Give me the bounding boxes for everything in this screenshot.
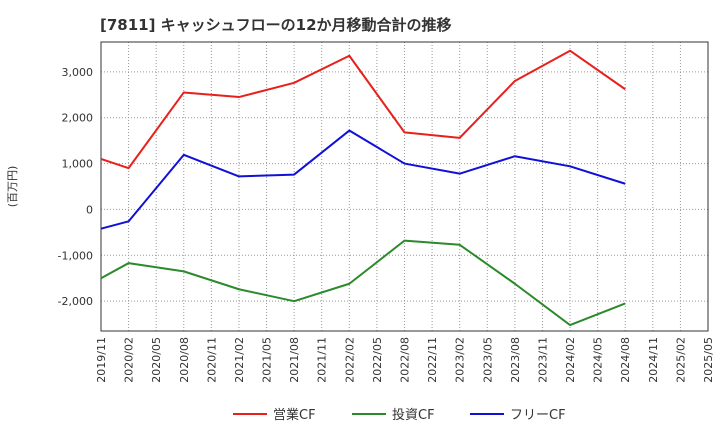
chart-title: [7811] キャッシュフローの12か月移動合計の推移 bbox=[100, 16, 452, 34]
x-tick-label: 2020/05 bbox=[150, 337, 163, 383]
y-tick-label: -1,000 bbox=[58, 249, 93, 262]
x-tick-label: 2021/08 bbox=[288, 337, 301, 383]
plot-frame bbox=[100, 41, 709, 332]
legend-label: フリーCF bbox=[510, 408, 566, 423]
x-tick-label: 2021/05 bbox=[261, 337, 274, 383]
x-tick-label: 2025/02 bbox=[674, 337, 687, 383]
legend-label: 営業CF bbox=[273, 407, 316, 423]
series-layer bbox=[100, 49, 626, 327]
y-axis-label: (百万円) bbox=[6, 166, 19, 208]
y-axis: 3,000 2,000 1,000 0 -1,000 -2,000 bbox=[58, 66, 93, 308]
x-tick-label: 2021/11 bbox=[316, 337, 329, 383]
x-tick-label: 2022/02 bbox=[343, 337, 356, 383]
x-tick-label: 2022/08 bbox=[399, 337, 412, 383]
legend: 営業CF 投資CF フリーCF bbox=[233, 407, 566, 423]
grid-lines bbox=[100, 42, 709, 331]
x-tick-label: 2019/11 bbox=[95, 337, 108, 383]
x-tick-label: 2024/05 bbox=[592, 337, 605, 383]
x-tick-label: 2022/05 bbox=[371, 337, 384, 383]
x-tick-label: 2024/02 bbox=[564, 337, 577, 383]
y-tick-label: 3,000 bbox=[62, 66, 94, 79]
x-tick-label: 2022/11 bbox=[426, 337, 439, 383]
y-tick-label: -2,000 bbox=[58, 295, 93, 308]
legend-label: 投資CF bbox=[392, 407, 435, 423]
y-tick-label: 0 bbox=[86, 203, 93, 216]
x-tick-label: 2020/08 bbox=[178, 337, 191, 383]
x-tick-label: 2023/05 bbox=[481, 337, 494, 383]
x-tick-label: 2024/11 bbox=[647, 337, 660, 383]
x-axis: 2019/11 2020/02 2020/05 2020/08 2020/11 2021/… bbox=[95, 337, 715, 383]
x-tick-label: 2021/02 bbox=[233, 337, 246, 383]
x-tick-label: 2024/08 bbox=[619, 337, 632, 383]
y-tick-label: 1,000 bbox=[62, 158, 94, 171]
series-line bbox=[100, 129, 626, 230]
x-tick-label: 2023/08 bbox=[509, 337, 522, 383]
x-tick-label: 2025/05 bbox=[702, 337, 715, 383]
x-tick-label: 2020/11 bbox=[205, 337, 218, 383]
series-line bbox=[100, 49, 626, 170]
y-tick-label: 2,000 bbox=[62, 112, 94, 125]
x-tick-label: 2020/02 bbox=[123, 337, 136, 383]
x-tick-label: 2023/02 bbox=[454, 337, 467, 383]
x-tick-label: 2023/11 bbox=[536, 337, 549, 383]
series-line bbox=[100, 239, 626, 327]
